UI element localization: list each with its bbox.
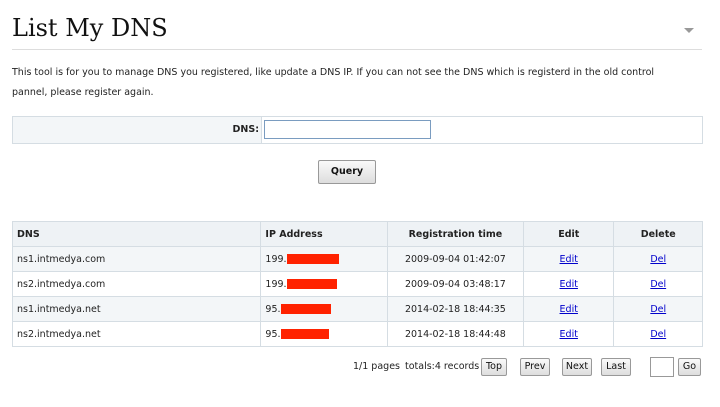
dns-cell: ns2.intmedya.com xyxy=(11,271,262,297)
dns-cell: ns1.intmedya.net xyxy=(11,296,262,322)
dns-cell: ns1.intmedya.com xyxy=(11,246,262,272)
go-button[interactable]: Go xyxy=(678,358,701,376)
collapse-arrow[interactable] xyxy=(684,28,694,33)
edit-cell: Edit xyxy=(523,321,615,347)
ip-prefix: 199. xyxy=(265,278,287,290)
edit-cell: Edit xyxy=(523,246,615,272)
ip-prefix: 199. xyxy=(265,253,287,265)
ip-cell: 95. xyxy=(260,296,388,322)
ip-cell: 95. xyxy=(260,321,388,347)
table-row: ns1.intmedya.net 95. 2014-02-18 18:44:35 Ed… xyxy=(11,296,703,322)
edit-cell: Edit xyxy=(523,271,615,297)
ip-prefix: 95. xyxy=(265,328,281,340)
column-header: Delete xyxy=(613,221,703,247)
registration-time: 2009-09-04 01:42:07 xyxy=(386,246,525,272)
dns-table: DNS IP Address Registration time Edit Delete… xyxy=(11,221,703,347)
page-input[interactable] xyxy=(650,357,674,377)
ip-cell: 199. xyxy=(260,246,388,272)
registration-time: 2014-02-18 18:44:48 xyxy=(386,321,525,347)
delete-link[interactable]: Del xyxy=(650,303,667,315)
ip-cell: 199. xyxy=(260,271,388,297)
redaction xyxy=(280,329,329,339)
totals-info: totals:4 records xyxy=(405,361,480,372)
page-button[interactable]: Top xyxy=(481,358,507,376)
table-row: ns2.intmedya.net 95. 2014-02-18 18:44:48 Ed… xyxy=(11,321,703,347)
page-button[interactable]: Last xyxy=(601,358,631,376)
dns-cell: ns2.intmedya.net xyxy=(11,321,262,347)
redaction xyxy=(286,279,337,289)
edit-link[interactable]: Edit xyxy=(559,303,578,315)
description: This tool is for you to manage DNS you r… xyxy=(12,67,655,98)
column-header: IP Address xyxy=(260,221,388,247)
dns-input[interactable] xyxy=(264,120,431,139)
divider xyxy=(12,49,702,50)
registration-time: 2009-09-04 03:48:17 xyxy=(386,271,525,297)
column-header: Registration time xyxy=(386,221,525,247)
delete-link[interactable]: Del xyxy=(650,253,667,265)
page-button[interactable]: Next xyxy=(562,358,592,376)
delete-cell: Del xyxy=(613,246,703,272)
edit-link[interactable]: Edit xyxy=(559,253,578,265)
search-form: DNS: xyxy=(12,116,703,144)
query-button[interactable]: Query xyxy=(318,160,376,184)
registration-time: 2014-02-18 18:44:35 xyxy=(386,296,525,322)
redaction xyxy=(286,254,339,264)
table-row: ns2.intmedya.com 199. 2009-09-04 03:48:17 E… xyxy=(11,271,703,297)
table-row: ns1.intmedya.com 199. 2009-09-04 01:42:07 E… xyxy=(11,246,703,272)
dns-label: DNS: xyxy=(13,117,262,143)
header-row: DNS IP Address Registration time Edit Delete xyxy=(11,221,703,247)
redaction xyxy=(280,304,331,314)
edit-link[interactable]: Edit xyxy=(559,328,578,340)
delete-cell: Del xyxy=(613,271,703,297)
page-button[interactable]: Prev xyxy=(520,358,550,376)
column-header: DNS xyxy=(11,221,262,247)
delete-link[interactable]: Del xyxy=(650,328,667,340)
edit-link[interactable]: Edit xyxy=(559,278,578,290)
delete-link[interactable]: Del xyxy=(650,278,667,290)
edit-cell: Edit xyxy=(523,296,615,322)
column-header: Edit xyxy=(523,221,615,247)
pages-info: 1/1 pages xyxy=(353,361,400,372)
delete-cell: Del xyxy=(613,321,703,347)
page-title: List My DNS xyxy=(12,14,168,42)
delete-cell: Del xyxy=(613,296,703,322)
ip-prefix: 95. xyxy=(265,303,281,315)
